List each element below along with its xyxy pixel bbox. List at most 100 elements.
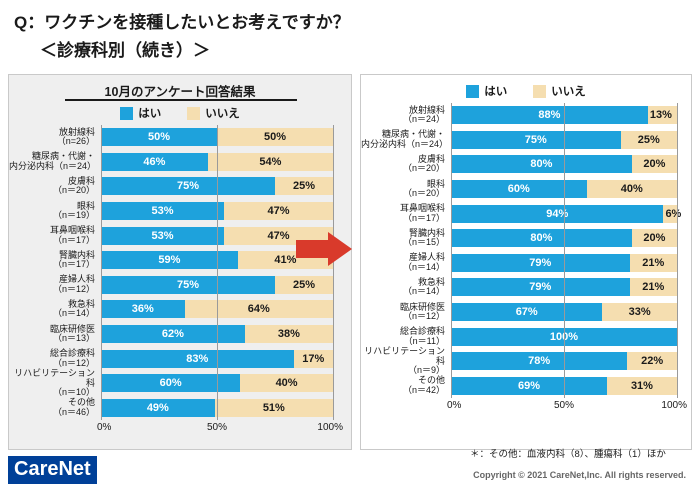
chart-row: 総合診療科（n＝11）100% [361, 324, 691, 349]
category-label-line2: （n＝12） [52, 283, 95, 294]
category-label-line1: 救急科 [67, 299, 95, 310]
axis-tick-0-right: 0% [447, 400, 462, 412]
category-label: 皮膚科 （n＝20） [9, 176, 101, 196]
legend-swatch-no [187, 106, 201, 120]
category-label-line2: （n＝20） [52, 185, 95, 196]
chart-row: 皮膚科 （n＝20） 75% 25% [9, 174, 351, 199]
stacked-bar: 75% 25% [101, 177, 333, 196]
bar-segment-yes: 79% [451, 278, 630, 297]
logo-net: Net [58, 458, 91, 480]
bar-segment-no: 20% [631, 155, 677, 174]
legend-item-yes: はい [120, 105, 161, 121]
bar-segment-no: 40% [586, 180, 677, 199]
category-label-line1: 糖尿病・代謝・ [381, 129, 445, 140]
category-label: 放射線科 （n＝24） [361, 105, 451, 125]
category-label: リハビリテーション科 （n＝9） [361, 346, 451, 375]
category-label-line1: リハビリテーション科 [364, 346, 445, 366]
category-label-line2: （n＝46） [52, 406, 95, 417]
chart-row: リハビリテーション科 （n＝9） 78% 22% [361, 346, 691, 375]
category-label: 臨床研修医 （n＝12） [361, 302, 451, 322]
category-label-line1: 腎臓内科 [408, 227, 445, 238]
category-label: 救急科 （n＝14） [361, 277, 451, 297]
bar-segment-yes: 94% [451, 204, 664, 223]
category-label: 耳鼻咽喉科 （n＝17） [9, 226, 101, 245]
stacked-bar: 75% 25% [101, 275, 333, 294]
stacked-bar: 78% 22% [451, 352, 677, 371]
bar-segment-yes: 53% [101, 202, 224, 221]
chart-row: 放射線科 （n＝24） 88% 13% [361, 103, 691, 128]
chart-row: その他 （n＝46） 49% 51% [9, 396, 351, 421]
bar-segment-no: 25% [620, 130, 677, 149]
gridline [101, 125, 102, 421]
stacked-bar: 88% 13% [451, 106, 677, 125]
category-label: 眼科 （n＝20） [361, 178, 451, 199]
chart-row: 救急科 （n＝14） 36% 64% [9, 297, 351, 322]
category-label: 総合診療科 （n＝12） [9, 348, 101, 368]
category-label: 救急科 （n＝14） [9, 299, 101, 319]
chart-row: その他 （n＝42） 69% 31% [361, 374, 691, 399]
legend-label-yes-right: はい [484, 86, 508, 98]
category-label-line1: 救急科 [417, 277, 445, 288]
bar-segment-yes: 75% [451, 130, 621, 149]
category-label-line2: （n＝17） [402, 212, 445, 223]
category-label-line2: 内分泌内科（n＝24） [9, 160, 97, 171]
bar-segment-yes: 46% [101, 152, 208, 171]
category-label: 臨床研修医 （n＝13） [9, 324, 101, 344]
legend-label-yes: はい [138, 108, 162, 120]
category-label-line1: 眼科 [76, 200, 95, 211]
bar-segment-no: 13% [647, 106, 677, 125]
category-label: リハビリテーション科 （n＝10） [9, 368, 101, 397]
category-label-line2: （n＝12） [402, 311, 445, 322]
bar-segment-yes: 60% [101, 374, 241, 393]
chart-row: 眼科 （n＝20） 60% 40% [361, 177, 691, 202]
category-label-line2: （n＝20） [402, 188, 445, 199]
legend-swatch-yes [120, 106, 134, 120]
legend-right: はい いいえ [361, 83, 691, 99]
category-label-line2: （n＝17） [52, 234, 95, 245]
stacked-bar: 80% 20% [451, 155, 677, 174]
bar-segment-no: 51% [214, 398, 333, 417]
bar-segment-yes: 78% [451, 352, 628, 371]
chart-row: 耳鼻咽喉科 （n＝17） 94% 6% [361, 201, 691, 226]
chart-row: 救急科 （n＝14） 79% 21% [361, 275, 691, 300]
category-label-line2: （n＝10） [52, 386, 95, 397]
category-label-line2: （n＝13） [52, 333, 95, 344]
legend-left: はい いいえ [9, 105, 351, 121]
bar-segment-no: 21% [629, 278, 677, 297]
category-label-line2: （n＝12） [52, 357, 95, 368]
axis-tick-100: 100% [317, 422, 343, 434]
right-chart: 放射線科 （n＝24） 88% 13% 糖尿病・代謝・ 内分泌内科（n＝24） 75% 25%… [361, 103, 691, 416]
stacked-bar: 50% 50% [101, 128, 333, 147]
bar-segment-yes: 75% [101, 177, 275, 196]
category-label: 皮膚科 （n＝20） [361, 154, 451, 174]
category-label-line1: 眼科 [426, 178, 445, 189]
category-label-line2: （n＝15） [402, 237, 445, 248]
bar-segment-yes: 49% [101, 398, 215, 417]
bar-segment-yes: 60% [451, 180, 587, 199]
category-label-line2: （n＝42） [402, 384, 445, 395]
category-label: 耳鼻咽喉科 （n＝17） [361, 204, 451, 223]
bar-segment-no: 6% [663, 204, 681, 223]
bar-segment-no: 31% [606, 376, 677, 395]
stacked-bar: 79% 21% [451, 278, 677, 297]
bar-segment-no: 50% [217, 128, 333, 147]
chart-row: 糖尿病・代謝・ 内分泌内科（n＝24） 75% 25% [361, 128, 691, 153]
category-label-line1: 放射線科 [58, 126, 95, 137]
category-label-line1: 腎臓内科 [58, 249, 95, 260]
chart-row: 眼科 （n＝19） 53% 47% [9, 199, 351, 224]
bar-segment-yes: 69% [451, 376, 607, 395]
bar-segment-no: 22% [627, 352, 677, 371]
legend-label-no: いいえ [205, 108, 240, 120]
gridline [564, 103, 565, 399]
stacked-bar: 79% 21% [451, 253, 677, 272]
axis-tick-50: 50% [206, 422, 228, 434]
legend-item-no-right: いいえ [533, 83, 586, 99]
stacked-bar: 69% 31% [451, 376, 677, 395]
category-label-line2: （n＝20） [402, 163, 445, 174]
axis-tick-50-right: 50% [553, 400, 575, 412]
chart-row: 産婦人科 （n＝12） 75% 25% [9, 273, 351, 298]
bar-segment-yes: 79% [451, 253, 630, 272]
axis-tick-0: 0% [97, 422, 112, 434]
bar-segment-yes: 88% [451, 106, 648, 125]
